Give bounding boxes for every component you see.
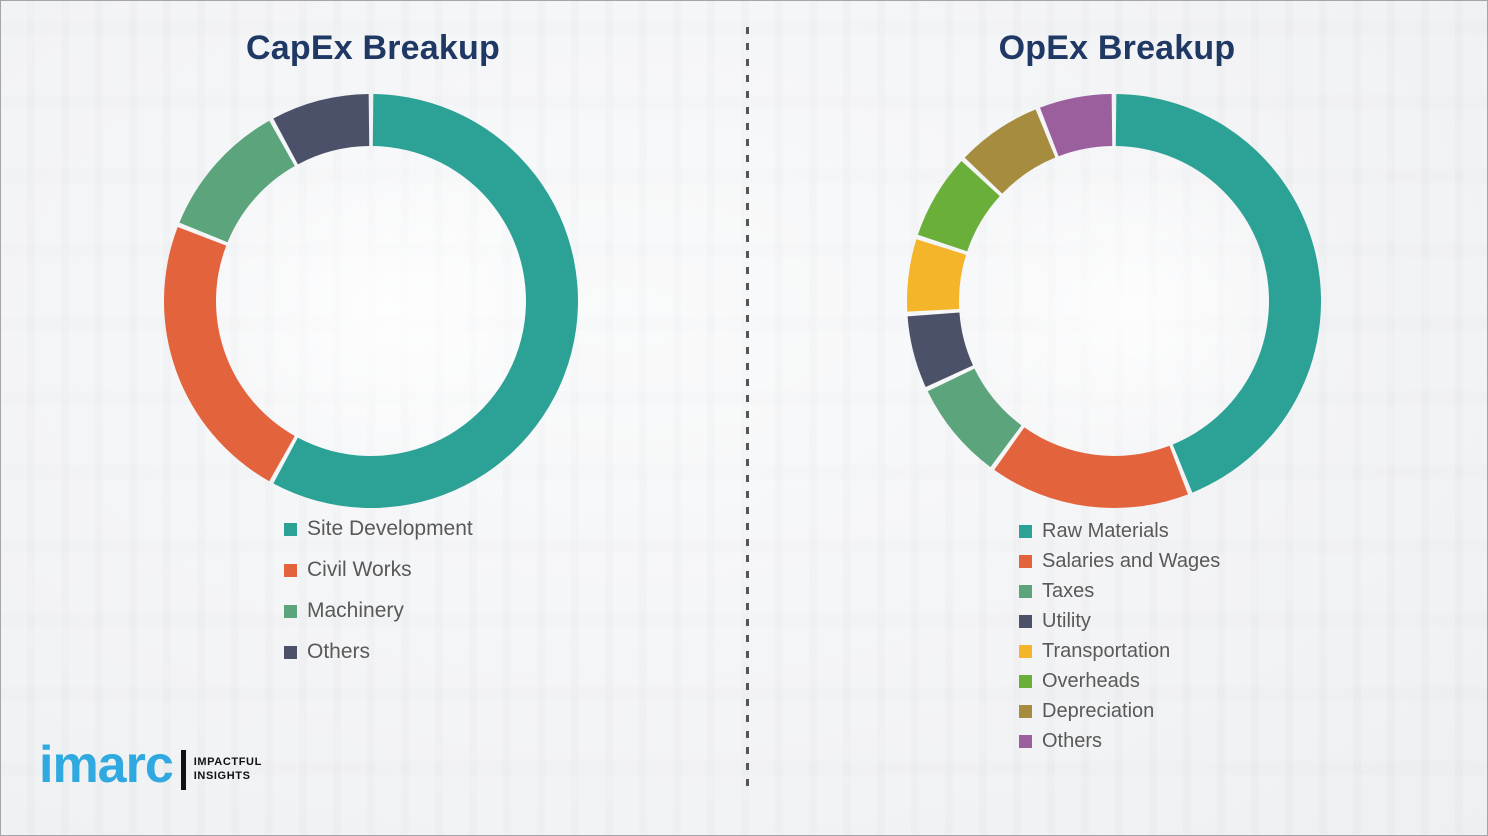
legend-item-civil-works: Civil Works [284,558,473,582]
capex-legend: Site Development Civil Works Machinery Othe… [284,517,473,664]
legend-label: Overheads [1042,670,1140,692]
donut-segment-raw-materials [1115,94,1322,493]
legend-marker-site-development [284,522,297,536]
donut-segment-salaries-and-wages [994,427,1189,509]
legend-label: Site Development [307,517,473,540]
legend-label: Others [307,640,371,663]
legend-item-taxes: Taxes [1019,580,1220,603]
imarc-logo-text: imarc [39,736,174,794]
donut-segment-site-development [273,94,578,508]
legend-label: Raw Materials [1042,520,1169,542]
legend-marker-utility [1019,615,1032,628]
logo-tagline-line2: INSIGHTS [193,770,251,782]
logo-tagline: IMPACTFUL INSIGHTS [194,756,262,784]
donut-segment-overheads [917,161,1000,252]
legend-item-raw-materials: Raw Materials [1019,520,1220,543]
vertical-dashed-divider [746,27,749,793]
imarc-logo: imarc IMPACTFUL INSIGHTS [39,739,262,791]
legend-item-others: Others [284,640,473,664]
legend-marker-taxes [1019,585,1032,598]
donut-segment-civil-works [163,226,295,482]
legend-label: Civil Works [307,558,412,581]
logo-tagline-line1: IMPACTFUL [193,756,262,769]
opex-donut-chart [906,94,1322,509]
legend-item-site-development: Site Development [284,517,473,541]
donut-segment-others [1039,94,1113,157]
legend-item-machinery: Machinery [284,599,473,623]
donut-segment-transportation [906,239,967,312]
legend-label: Machinery [307,599,404,622]
capex-chart-panel: CapEx Breakup Site Development Civil Work… [1,1,745,835]
donut-segment-others [273,94,370,165]
opex-legend: Raw Materials Salaries and Wages Taxes Util… [1019,520,1220,753]
legend-item-utility: Utility [1019,610,1220,633]
legend-item-others: Others [1019,730,1220,753]
legend-item-depreciation: Depreciation [1019,700,1220,723]
legend-marker-machinery [284,604,297,618]
legend-label: Salaries and Wages [1042,550,1221,572]
legend-label: Taxes [1042,580,1095,602]
legend-marker-depreciation [1019,705,1032,718]
legend-marker-others [284,645,297,659]
donut-segment-machinery [179,120,295,243]
legend-label: Depreciation [1042,700,1155,722]
capex-donut-chart [163,94,578,508]
donut-segment-taxes [927,368,1022,468]
legend-label: Others [1042,730,1103,752]
legend-marker-civil-works [284,563,297,577]
logo-divider-bar [180,750,186,790]
capex-chart-title: CapEx Breakup [246,29,500,67]
legend-marker-raw-materials [1019,525,1032,538]
legend-label: Transportation [1042,640,1171,662]
donut-segment-depreciation [964,109,1056,194]
legend-marker-others [1019,735,1032,748]
legend-marker-transportation [1019,645,1032,658]
legend-marker-overheads [1019,675,1032,688]
legend-label: Utility [1042,610,1091,632]
legend-item-salaries-and-wages: Salaries and Wages [1019,550,1220,573]
legend-marker-salaries-and-wages [1019,555,1032,568]
opex-chart-panel: OpEx Breakup [745,1,1487,835]
opex-chart-title: OpEx Breakup [998,29,1236,67]
legend-item-transportation: Transportation [1019,640,1220,663]
legend-item-overheads: Overheads [1019,670,1220,693]
donut-segment-utility [907,312,974,388]
